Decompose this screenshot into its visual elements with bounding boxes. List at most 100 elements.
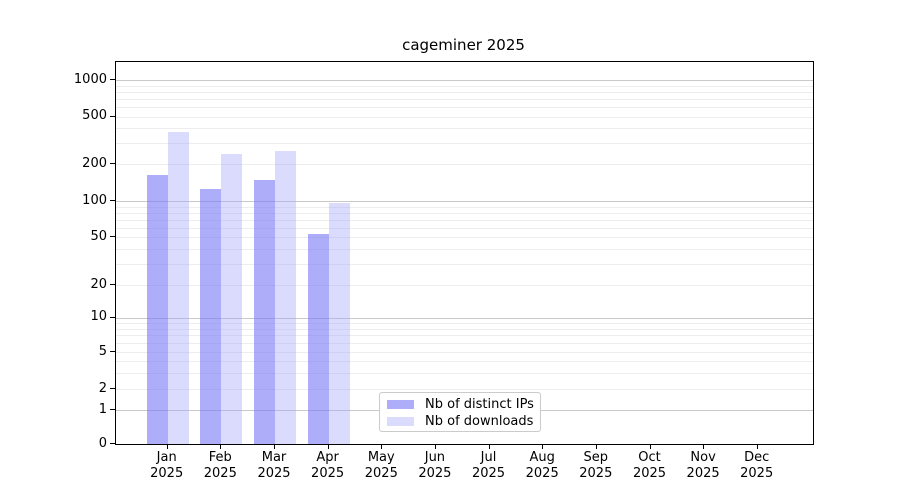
- gridline-minor: [116, 219, 813, 221]
- gridline-minor: [116, 361, 813, 362]
- y-tick: [110, 163, 115, 165]
- y-tick-label: 100: [82, 192, 107, 208]
- x-tick: [595, 444, 597, 449]
- y-tick: [110, 316, 115, 318]
- bar-distinct-ips: [254, 179, 275, 444]
- x-tick: [381, 444, 383, 449]
- y-tick-label: 5: [98, 343, 107, 359]
- x-tick-year: 2025: [632, 466, 667, 481]
- x-tick-month: Nov: [690, 450, 716, 465]
- gridline-minor: [116, 116, 813, 118]
- x-tick-month: Jul: [480, 450, 497, 465]
- x-tick-label: Jul 2025: [461, 450, 517, 482]
- x-tick-year: 2025: [579, 466, 613, 481]
- x-tick: [542, 444, 544, 449]
- x-tick-year: 2025: [740, 466, 774, 481]
- gridline-minor: [116, 389, 813, 390]
- y-tick: [110, 236, 115, 237]
- x-tick-label: Oct 2025: [622, 450, 678, 482]
- gridline-minor: [116, 335, 813, 337]
- legend-swatch-distinct-ips: [387, 400, 414, 409]
- gridline-minor: [116, 328, 813, 330]
- y-tick-label: 10: [90, 309, 107, 325]
- x-tick-year: 2025: [364, 466, 398, 481]
- gridline-minor: [116, 85, 813, 87]
- gridline-minor: [116, 248, 813, 250]
- y-tick-label: 500: [82, 108, 107, 124]
- y-tick: [110, 79, 115, 80]
- x-tick-month: Sep: [583, 450, 609, 465]
- x-tick-label: Mar 2025: [246, 450, 302, 482]
- x-tick-month: Dec: [744, 450, 770, 465]
- x-tick-month: May: [367, 450, 395, 465]
- x-tick: [434, 444, 436, 449]
- y-tick-label: 50: [90, 228, 107, 244]
- y-tick: [110, 351, 115, 352]
- x-tick-label: Sep 2025: [568, 450, 624, 482]
- x-tick-label: Apr 2025: [300, 450, 356, 482]
- y-tick-label: 0: [98, 435, 107, 451]
- x-tick-month: Aug: [529, 450, 555, 465]
- x-tick: [488, 444, 490, 449]
- gridline-minor: [116, 352, 813, 353]
- x-tick-label: Jun 2025: [407, 450, 463, 482]
- gridline-minor: [116, 372, 813, 374]
- bar-downloads: [167, 132, 189, 444]
- gridline-minor: [116, 107, 813, 108]
- x-tick-month: Oct: [638, 450, 661, 465]
- x-tick-label: May 2025: [353, 450, 409, 482]
- x-tick-year: 2025: [203, 466, 237, 481]
- x-tick: [220, 444, 222, 449]
- x-tick: [166, 444, 168, 449]
- bar-downloads: [221, 154, 243, 444]
- gridline-minor: [116, 206, 813, 208]
- y-tick: [110, 200, 115, 201]
- bar-distinct-ips: [146, 174, 168, 444]
- legend: Nb of distinct IPs Nb of downloads: [379, 392, 541, 432]
- x-tick-label: Aug 2025: [514, 450, 570, 482]
- x-tick-label: Nov 2025: [675, 450, 731, 482]
- x-tick-year: 2025: [257, 466, 291, 481]
- bar-downloads: [275, 151, 296, 444]
- x-tick-year: 2025: [686, 466, 720, 481]
- x-tick: [649, 444, 651, 449]
- gridline-minor: [116, 285, 813, 287]
- x-tick-label: Feb 2025: [192, 450, 248, 482]
- x-tick-month: Mar: [261, 450, 287, 465]
- x-tick: [274, 444, 275, 449]
- x-tick: [703, 444, 705, 449]
- x-tick-month: Jan: [156, 450, 177, 465]
- x-tick-label: Jan 2025: [139, 450, 195, 482]
- y-tick-label: 1000: [73, 71, 107, 87]
- legend-item-downloads: Nb of downloads: [380, 413, 540, 430]
- x-tick: [327, 444, 329, 449]
- gridline-minor: [116, 91, 813, 93]
- gridline-minor: [116, 263, 813, 265]
- y-tick: [110, 388, 115, 389]
- y-tick-label: 200: [82, 155, 107, 171]
- chart-title: cageminer 2025: [402, 36, 525, 54]
- gridline-minor: [116, 143, 813, 145]
- x-tick-year: 2025: [150, 466, 184, 481]
- y-tick: [110, 115, 115, 117]
- y-tick-label: 2: [98, 380, 107, 396]
- gridline-minor: [116, 227, 813, 229]
- y-tick: [110, 443, 115, 444]
- x-tick-year: 2025: [418, 466, 452, 481]
- x-tick-year: 2025: [311, 466, 345, 481]
- x-tick-month: Apr: [316, 450, 339, 465]
- gridline-minor: [116, 164, 813, 166]
- bar-downloads: [328, 203, 350, 444]
- gridline-minor: [116, 322, 813, 324]
- x-tick-label: Dec 2025: [729, 450, 785, 482]
- legend-label-distinct-ips: Nb of distinct IPs: [425, 397, 534, 412]
- gridline-decade: [116, 80, 813, 81]
- gridline-minor: [116, 98, 813, 100]
- y-tick: [110, 284, 115, 286]
- gridline-decade: [116, 317, 813, 319]
- y-tick: [110, 409, 115, 410]
- gridline-decade: [116, 201, 813, 202]
- y-tick-label: 20: [90, 276, 107, 292]
- gridline-minor: [116, 237, 813, 238]
- bar-distinct-ips: [307, 234, 329, 444]
